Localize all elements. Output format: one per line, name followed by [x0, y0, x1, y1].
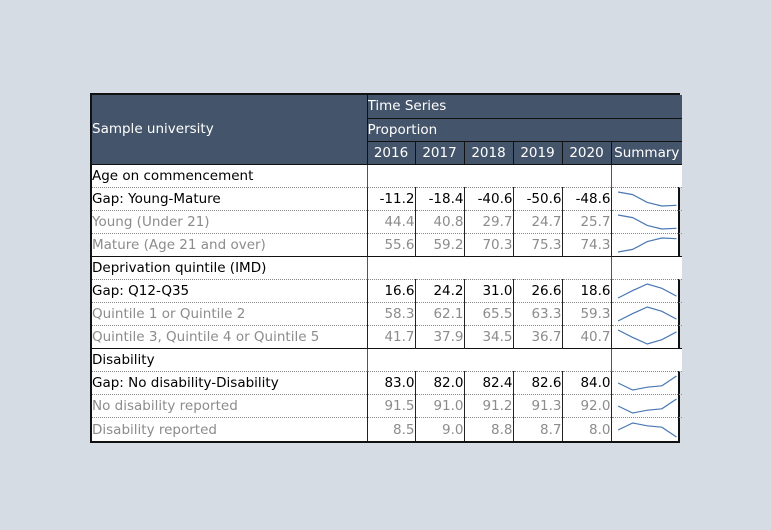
sparkline	[617, 422, 677, 438]
value-cell: 36.7	[512, 325, 562, 349]
time-series-header: Time Series	[366, 95, 683, 119]
row-label: No disability reported	[92, 394, 367, 418]
value-cell: 82.4	[463, 371, 513, 395]
value-cell: 16.6	[366, 278, 415, 303]
value-cell: 24.2	[414, 278, 464, 303]
value-cell: 55.6	[366, 232, 415, 257]
value-cell: 34.5	[463, 325, 513, 349]
section-blank	[366, 163, 611, 188]
value-cell: 25.7	[561, 209, 611, 234]
sparkline	[617, 191, 677, 207]
value-cell: 63.3	[512, 302, 562, 326]
value-cell: 83.0	[366, 371, 415, 395]
row-label: Quintile 3, Quintile 4 or Quintile 5	[92, 325, 367, 349]
value-cell: 9.0	[414, 417, 464, 441]
section-title: Deprivation quintile (IMD)	[92, 255, 367, 280]
value-cell: 18.6	[561, 278, 611, 303]
year-header: 2018	[463, 140, 513, 165]
value-cell: 62.1	[414, 302, 464, 326]
value-cell: 70.3	[463, 232, 513, 257]
row-label: Quintile 1 or Quintile 2	[92, 302, 367, 326]
section-title: Age on commencement	[92, 163, 367, 188]
section-blank	[366, 255, 611, 280]
value-cell: 26.6	[512, 278, 562, 303]
value-cell: 91.2	[463, 394, 513, 418]
summary-sparkline	[610, 302, 683, 326]
value-cell: 29.7	[463, 209, 513, 234]
sparkline	[617, 375, 677, 391]
value-cell: 84.0	[561, 371, 611, 395]
value-cell: 65.5	[463, 302, 513, 326]
value-cell: 24.7	[512, 209, 562, 234]
row-label: Gap: Young-Mature	[92, 186, 367, 211]
value-cell: 41.7	[366, 325, 415, 349]
value-cell: 59.3	[561, 302, 611, 326]
value-cell: 58.3	[366, 302, 415, 326]
value-cell: -50.6	[512, 186, 562, 211]
value-cell: 8.5	[366, 417, 415, 441]
value-cell: 40.7	[561, 325, 611, 349]
value-cell: 82.6	[512, 371, 562, 395]
sparkline	[617, 329, 677, 345]
data-table: Sample university Time Series Proportion…	[90, 93, 683, 443]
value-cell: -48.6	[561, 186, 611, 211]
proportion-header: Proportion	[366, 117, 683, 142]
row-label: Gap: No disability-Disability	[92, 371, 367, 395]
value-cell: 40.8	[414, 209, 464, 234]
value-cell: -40.6	[463, 186, 513, 211]
value-cell: 75.3	[512, 232, 562, 257]
summary-sparkline	[610, 371, 683, 395]
year-header: 2016	[366, 140, 415, 165]
summary-sparkline	[610, 417, 683, 441]
row-label: Mature (Age 21 and over)	[92, 232, 367, 257]
value-cell: 91.3	[512, 394, 562, 418]
value-cell: -18.4	[414, 186, 464, 211]
value-cell: 82.0	[414, 371, 464, 395]
value-cell: 8.0	[561, 417, 611, 441]
summary-sparkline	[610, 325, 683, 349]
section-title: Disability	[92, 348, 367, 372]
section-blank	[610, 348, 683, 372]
summary-sparkline	[610, 232, 683, 257]
sparkline	[617, 398, 677, 414]
value-cell: 37.9	[414, 325, 464, 349]
section-blank	[610, 255, 683, 280]
value-cell: 8.8	[463, 417, 513, 441]
section-blank	[366, 348, 611, 372]
summary-sparkline	[610, 394, 683, 418]
value-cell: -11.2	[366, 186, 415, 211]
summary-sparkline	[610, 209, 683, 234]
sparkline	[617, 283, 677, 299]
year-header: 2017	[414, 140, 464, 165]
year-header: 2019	[512, 140, 562, 165]
year-header: 2020	[561, 140, 611, 165]
sparkline	[617, 214, 677, 230]
row-label: Gap: Q12-Q35	[92, 278, 367, 303]
sparkline	[617, 237, 677, 253]
value-cell: 44.4	[366, 209, 415, 234]
value-cell: 91.5	[366, 394, 415, 418]
sparkline	[617, 306, 677, 322]
value-cell: 31.0	[463, 278, 513, 303]
row-label: Young (Under 21)	[92, 209, 367, 234]
value-cell: 92.0	[561, 394, 611, 418]
summary-header: Summary	[610, 140, 683, 165]
summary-sparkline	[610, 186, 683, 211]
value-cell: 8.7	[512, 417, 562, 441]
row-label: Disability reported	[92, 417, 367, 441]
value-cell: 74.3	[561, 232, 611, 257]
summary-sparkline	[610, 278, 683, 303]
value-cell: 91.0	[414, 394, 464, 418]
section-blank	[610, 163, 683, 188]
value-cell: 59.2	[414, 232, 464, 257]
table-title: Sample university	[92, 95, 367, 165]
